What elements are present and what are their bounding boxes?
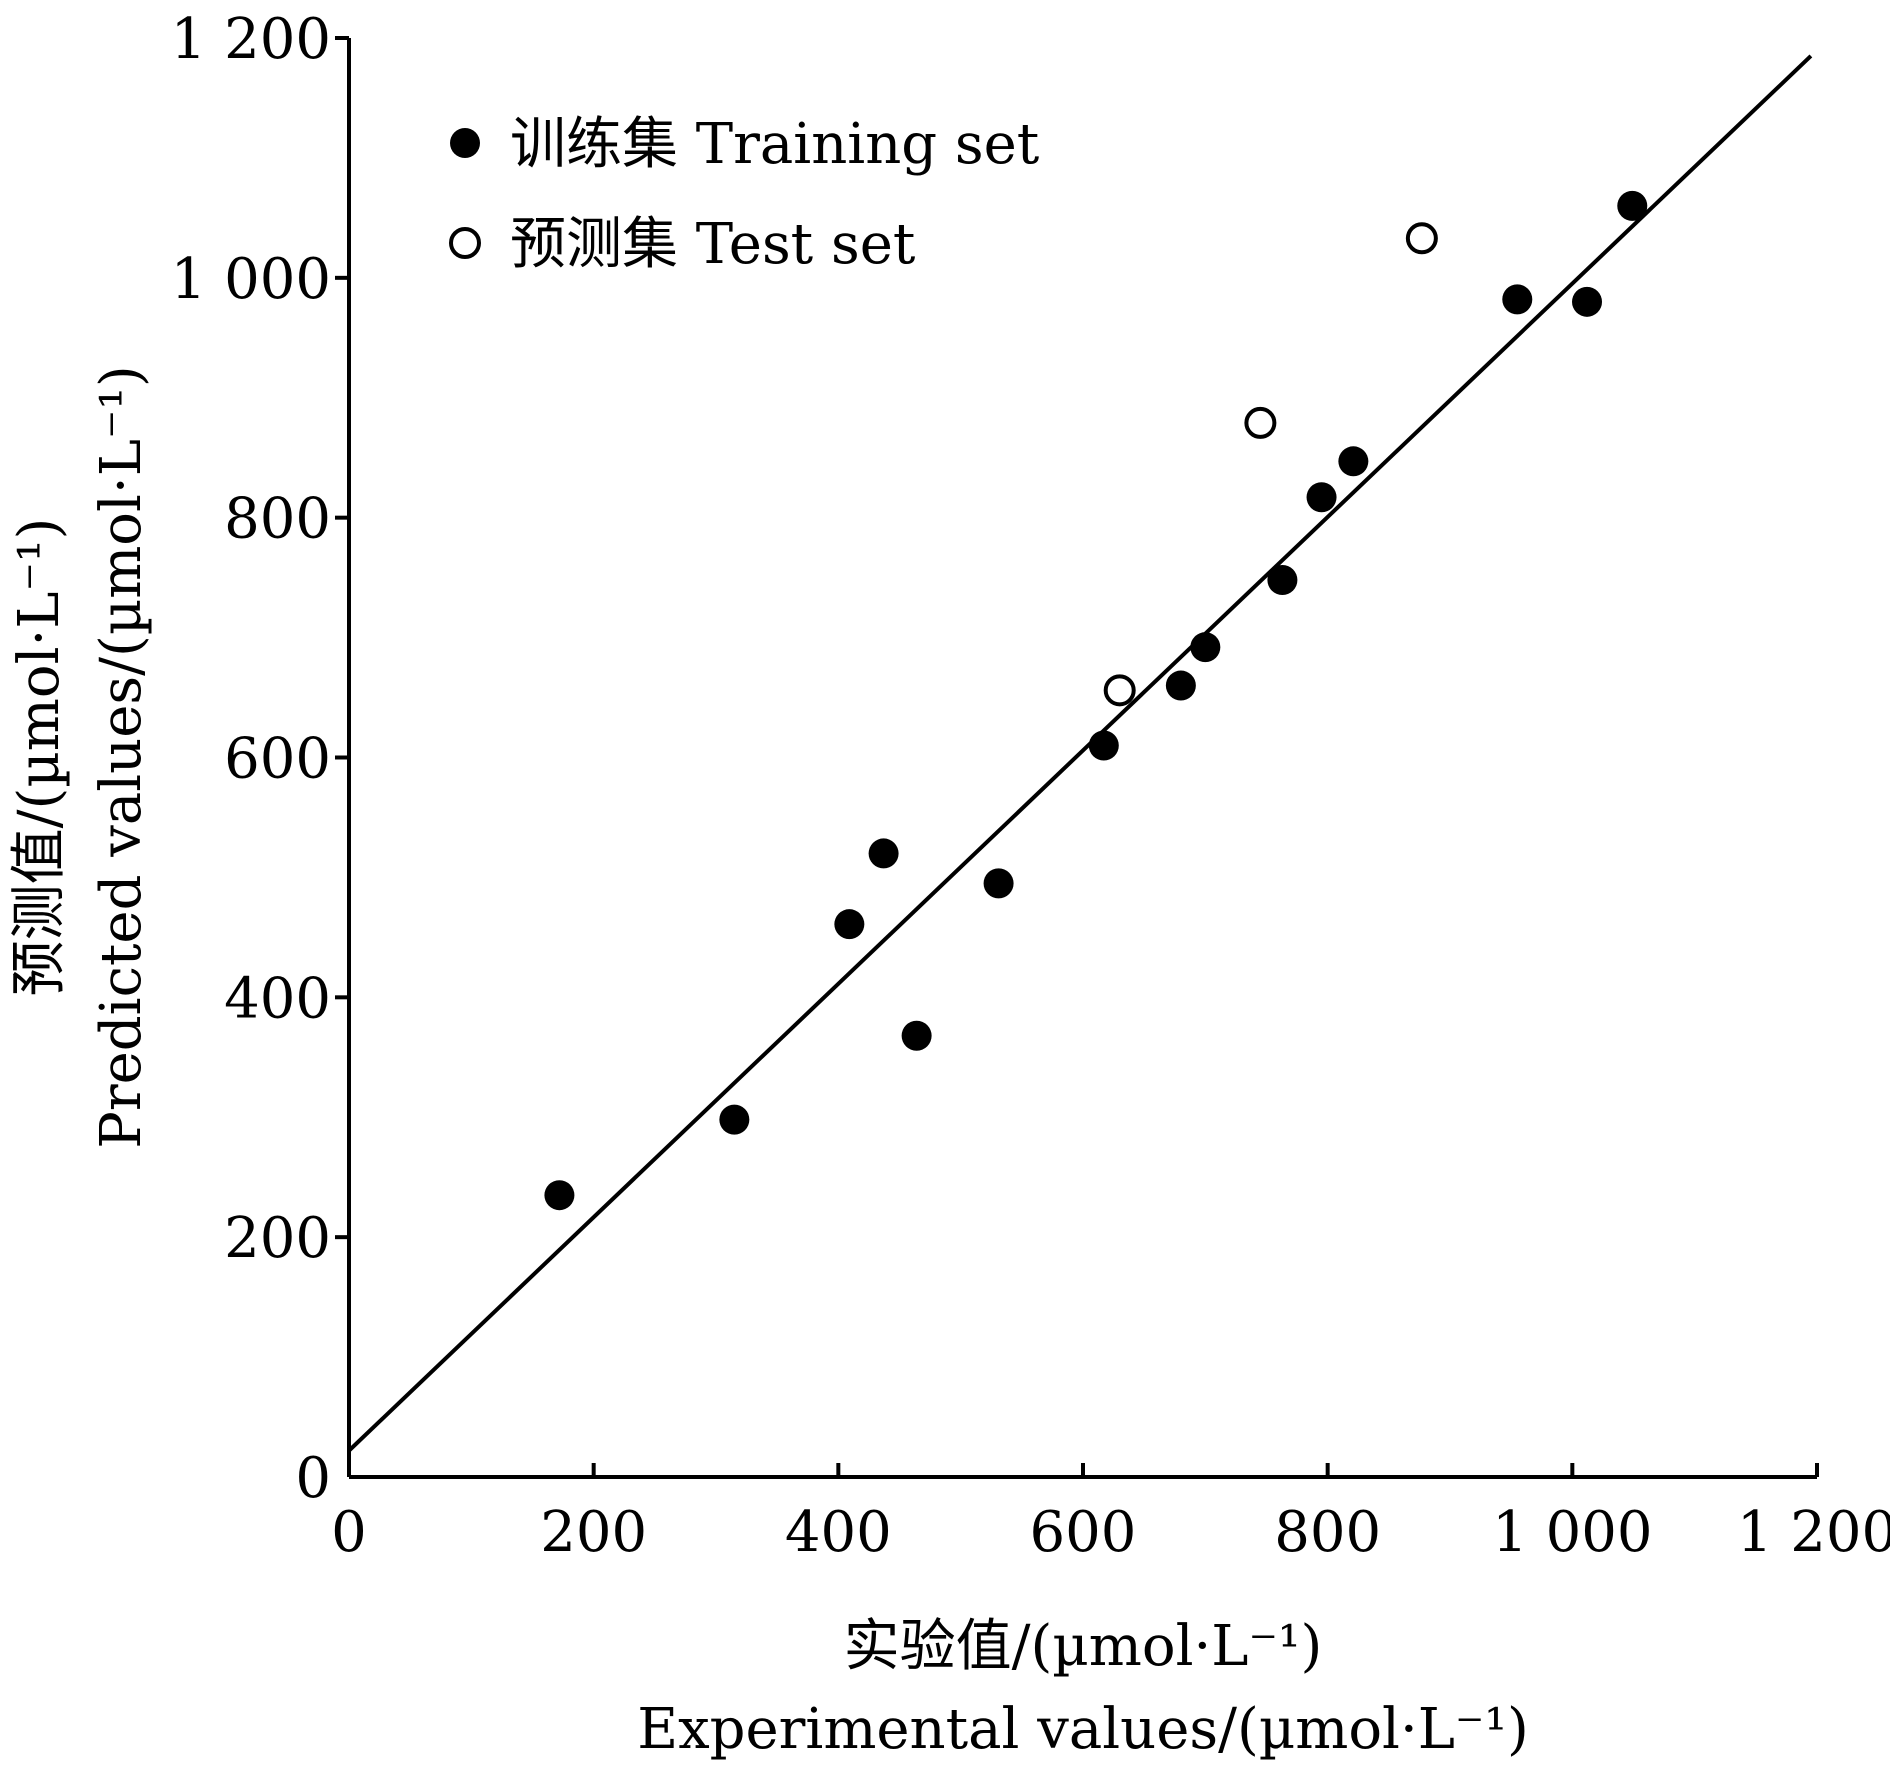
y-axis-title: 预测值/(µmol·L⁻¹) Predicted values/(µmol·L⁻… xyxy=(7,365,154,1149)
training-point xyxy=(983,868,1014,899)
data-points xyxy=(544,190,1648,1211)
x-tick-label: 1 000 xyxy=(1492,1500,1652,1565)
x-tick-label: 400 xyxy=(785,1500,892,1565)
test-point xyxy=(1103,674,1136,707)
training-point xyxy=(1617,190,1648,221)
x-tick-label: 200 xyxy=(540,1500,647,1565)
x-axis-label-en: Experimental values/(µmol·L⁻¹) xyxy=(637,1697,1529,1762)
y-ticks: 0 200 400 600 800 1 000 1 200 xyxy=(171,7,349,1511)
training-point xyxy=(1306,482,1337,513)
test-point xyxy=(1405,222,1438,255)
training-point xyxy=(1190,632,1221,663)
y-tick-label: 0 xyxy=(295,1446,331,1511)
legend-test-label: 预测集 Test set xyxy=(510,212,916,277)
x-tick-label: 800 xyxy=(1274,1500,1381,1565)
training-point xyxy=(1572,286,1603,317)
x-axis-label-cn: 实验值/(µmol·L⁻¹) xyxy=(844,1614,1323,1679)
y-tick-label: 1 200 xyxy=(171,7,331,72)
training-point xyxy=(868,838,899,869)
x-tick-label: 1 200 xyxy=(1737,1500,1890,1565)
y-axis-label-en: Predicted values/(µmol·L⁻¹) xyxy=(89,365,154,1149)
fit-line-group xyxy=(347,54,1813,1453)
training-point xyxy=(834,909,865,940)
training-point xyxy=(1088,730,1119,761)
x-tick-label: 0 xyxy=(331,1500,367,1565)
y-tick-label: 400 xyxy=(224,966,331,1031)
x-ticks: 0 200 400 600 800 1 000 1 200 xyxy=(331,1463,1890,1565)
training-point xyxy=(1338,446,1369,477)
training-point xyxy=(1165,670,1196,701)
x-tick-label: 600 xyxy=(1030,1500,1137,1565)
x-axis-title: 实验值/(µmol·L⁻¹) Experimental values/(µmol… xyxy=(637,1614,1529,1762)
y-tick-label: 200 xyxy=(224,1206,331,1271)
y-tick-label: 1 000 xyxy=(171,247,331,312)
training-point xyxy=(901,1020,932,1051)
legend: 训练集 Training set 预测集 Test set xyxy=(449,112,1040,277)
training-point xyxy=(544,1180,575,1211)
legend-training-label: 训练集 Training set xyxy=(510,112,1040,177)
legend-training-marker xyxy=(450,128,480,158)
test-point xyxy=(1244,406,1277,439)
legend-test-marker xyxy=(449,227,481,259)
training-point xyxy=(1502,284,1533,315)
y-tick-label: 600 xyxy=(224,727,331,792)
y-axis-label-cn: 预测值/(µmol·L⁻¹) xyxy=(7,518,72,997)
y-tick-label: 800 xyxy=(224,487,331,552)
fit-line xyxy=(347,54,1813,1453)
training-point xyxy=(1267,565,1298,596)
training-point xyxy=(719,1104,750,1135)
